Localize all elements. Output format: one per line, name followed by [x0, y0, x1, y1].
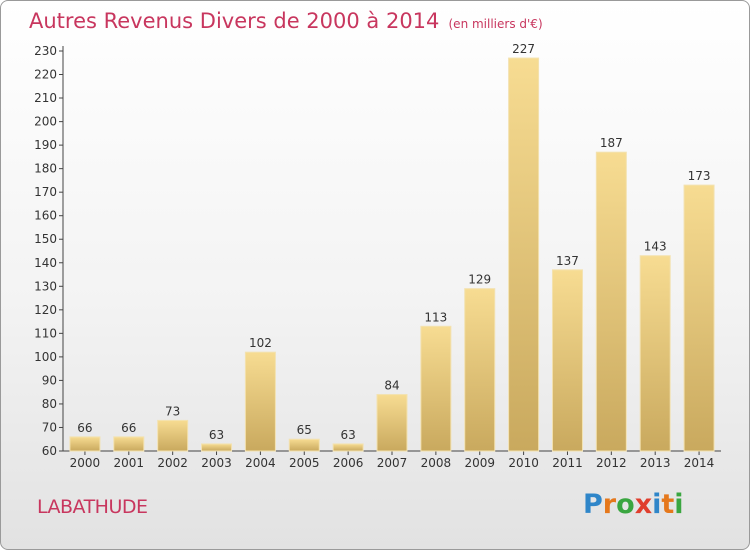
x-tick-label: 2010: [508, 456, 539, 470]
bar-value-label: 66: [121, 421, 136, 435]
chart-title: Autres Revenus Divers de 2000 à 2014: [29, 9, 440, 33]
bar: [332, 443, 364, 452]
y-tick-label: 130: [34, 279, 57, 293]
logo-letter: r: [602, 489, 617, 520]
chart-title-block: Autres Revenus Divers de 2000 à 2014 (en…: [29, 9, 543, 33]
x-tick-label: 2000: [70, 456, 101, 470]
x-tick-label: 2007: [377, 456, 408, 470]
y-tick-label: 180: [34, 162, 57, 176]
bar: [683, 184, 715, 452]
x-tick-label: 2005: [289, 456, 320, 470]
bar: [69, 436, 101, 452]
x-tick-label: 2008: [421, 456, 452, 470]
bar: [157, 419, 189, 452]
bar: [201, 443, 233, 452]
bar: [113, 436, 145, 452]
y-tick-label: 200: [34, 115, 57, 129]
bars: 66 66 73 63 102 65 63 84 113 129 227 137 187 143 173: [69, 42, 715, 452]
y-tick-label: 140: [34, 256, 57, 270]
chart-subtitle: (en milliers d'€): [448, 17, 543, 31]
bar: [288, 438, 320, 452]
x-tick-label: 2006: [333, 456, 364, 470]
y-tick-label: 210: [34, 91, 57, 105]
bar: [464, 288, 496, 452]
x-tick-label: 2002: [157, 456, 188, 470]
x-tick-label: 2004: [245, 456, 276, 470]
y-tick-label: 110: [34, 326, 57, 340]
bar: [639, 255, 671, 452]
y-tick-label: 60: [42, 444, 57, 458]
bar-value-label: 113: [424, 310, 447, 324]
bar-value-label: 102: [249, 336, 272, 350]
bar-value-label: 65: [297, 423, 312, 437]
y-tick-label: 120: [34, 303, 57, 317]
bar-value-label: 173: [688, 169, 711, 183]
x-tick-label: 2009: [464, 456, 495, 470]
y-tick-label: 190: [34, 138, 57, 152]
y-tick-label: 160: [34, 209, 57, 223]
y-tick-label: 70: [42, 420, 57, 434]
logo-letter: o: [616, 489, 635, 520]
bar-value-label: 84: [384, 379, 399, 393]
bar-value-label: 227: [512, 42, 535, 56]
bar: [376, 394, 408, 452]
logo-letter: i: [674, 489, 684, 520]
bar-value-label: 73: [165, 404, 180, 418]
x-tick-label: 2013: [640, 456, 671, 470]
bar: [420, 325, 452, 452]
bar: [508, 57, 540, 452]
bar-value-label: 63: [209, 428, 224, 442]
logo-letter: P: [583, 489, 603, 520]
axes: 60 70 80 90 100 110 120 130 140 150 160 170 180 190 20…: [34, 44, 721, 470]
logo-letter: i: [652, 489, 662, 520]
bar-value-label: 66: [77, 421, 92, 435]
y-tick-label: 150: [34, 232, 57, 246]
y-tick-label: 220: [34, 68, 57, 82]
bar-value-label: 187: [600, 136, 623, 150]
x-tick-label: 2011: [552, 456, 583, 470]
logo-letter: t: [661, 489, 675, 520]
bar: [551, 269, 583, 452]
y-tick-label: 170: [34, 185, 57, 199]
bar-value-label: 137: [556, 254, 579, 268]
y-tick-label: 80: [42, 397, 57, 411]
x-tick-label: 2012: [596, 456, 627, 470]
bar: [244, 351, 276, 452]
bar: [595, 151, 627, 452]
commune-name: LABATHUDE: [37, 496, 148, 518]
y-tick-label: 230: [34, 44, 57, 58]
y-tick-label: 100: [34, 350, 57, 364]
proxiti-logo: Proxiti: [583, 489, 684, 520]
bar-value-label: 63: [340, 428, 355, 442]
logo-letter: x: [634, 489, 653, 520]
bar-value-label: 143: [644, 240, 667, 254]
x-tick-label: 2003: [201, 456, 232, 470]
bar-value-label: 129: [468, 273, 491, 287]
y-tick-label: 90: [42, 373, 57, 387]
x-tick-label: 2001: [114, 456, 145, 470]
x-tick-label: 2014: [684, 456, 715, 470]
